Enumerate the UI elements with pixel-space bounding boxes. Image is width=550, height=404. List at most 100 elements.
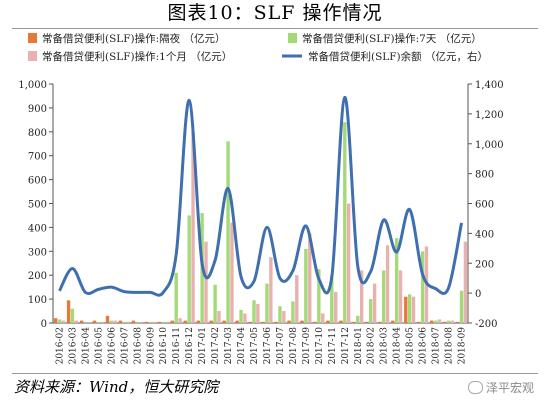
x-tick-label: 2016-09: [146, 327, 156, 365]
right-tick-label: 1,000: [475, 140, 504, 151]
x-tick-label: 2016-08: [133, 327, 143, 365]
x-tick-label: 2016-02: [55, 327, 65, 364]
x-tick-label: 2016-07: [120, 327, 130, 365]
bar-seven-day: [446, 320, 451, 323]
x-tick-label: 2018-09: [458, 327, 468, 365]
bar-seven-day: [420, 251, 425, 323]
bar-seven-day: [356, 315, 360, 323]
bar-one-month: [139, 321, 143, 323]
left-tick-label: 800: [28, 128, 47, 139]
x-tick-label: 2016-03: [68, 327, 78, 365]
bar-one-month: [152, 321, 156, 323]
bar-overnight: [248, 321, 252, 323]
x-tick-label: 2018-04: [393, 327, 403, 365]
left-tick-label: 1,000: [18, 80, 47, 91]
watermark: 泽平宏观: [467, 379, 534, 396]
legend-seven-day-swatch: [288, 33, 297, 43]
bar-seven-day: [407, 294, 412, 323]
x-tick-label: 2017-03: [224, 327, 234, 365]
bar-one-month: [463, 241, 468, 323]
bar-overnight: [404, 296, 408, 323]
bar-overnight: [339, 320, 343, 323]
x-tick-label: 2016-11: [172, 327, 182, 364]
bar-one-month: [217, 311, 221, 323]
x-tick-label: 2017-05: [250, 327, 260, 365]
bar-overnight: [326, 320, 330, 323]
figure-title: 图表10：SLF 操作情况: [167, 2, 383, 24]
x-tick-label: 2018-02: [367, 327, 377, 364]
left-tick-label: 100: [28, 295, 47, 306]
legend-one-month-label: 常备借贷便利(SLF)操作:1个月 （亿元）: [42, 50, 232, 63]
bar-one-month: [87, 321, 91, 323]
bar-one-month: [113, 320, 117, 323]
bar-overnight: [455, 321, 460, 323]
left-tick-label: 700: [28, 152, 47, 163]
x-tick-label: 2017-09: [302, 327, 312, 365]
bar-overnight: [417, 321, 421, 323]
balance-line: [58, 95, 463, 297]
bar-overnight: [274, 321, 278, 323]
x-tick-label: 2017-01: [198, 327, 208, 364]
bar-seven-day: [187, 215, 191, 323]
x-tick-label: 2017-06: [263, 327, 273, 365]
bar-one-month: [282, 311, 286, 323]
bar-seven-day: [239, 309, 243, 323]
bar-seven-day: [291, 301, 295, 323]
bar-overnight: [261, 321, 265, 323]
bar-one-month: [295, 275, 299, 323]
bar-one-month: [334, 291, 338, 323]
right-tick-label: -200: [475, 319, 497, 330]
bar-seven-day: [135, 321, 139, 323]
bar-seven-day: [317, 269, 321, 323]
bar-seven-day: [174, 272, 178, 323]
bar-overnight: [183, 320, 187, 323]
bar-seven-day: [343, 122, 347, 324]
left-tick-label: 900: [28, 104, 47, 115]
source-note: 资料来源：Wind，恒大研究院: [14, 378, 219, 396]
left-tick-label: 500: [28, 200, 47, 211]
right-tick-label: 1,200: [475, 110, 504, 121]
bar-one-month: [230, 222, 234, 323]
bar-overnight: [105, 315, 110, 323]
bar-seven-day: [330, 275, 334, 323]
bar-overnight: [222, 320, 226, 323]
x-tick-label: 2017-02: [211, 327, 221, 364]
x-tick-label: 2017-10: [315, 327, 325, 365]
x-tick-label: 2016-05: [94, 327, 104, 365]
right-tick-label: 800: [475, 170, 494, 181]
bar-seven-day: [459, 290, 464, 323]
bar-one-month: [61, 320, 66, 323]
bar-overnight: [157, 321, 162, 323]
bar-overnight: [378, 321, 382, 323]
x-tick-label: 2017-04: [237, 327, 247, 365]
bar-overnight: [92, 320, 97, 323]
bar-overnight: [131, 320, 136, 323]
bar-one-month: [398, 270, 403, 323]
legend-one-month-swatch: [28, 51, 37, 61]
bar-one-month: [100, 321, 104, 323]
bar-seven-day: [304, 248, 308, 323]
bar-seven-day: [252, 300, 256, 323]
legend-seven-day-label: 常备借贷便利(SLF)操作:7天 （亿元）: [302, 32, 482, 45]
bar-seven-day: [109, 320, 114, 323]
slf-chart: 常备借贷便利(SLF)操作:隔夜 （亿元） 常备借贷便利(SLF)操作:7天 （亿…: [18, 32, 504, 365]
x-tick-label: 2018-07: [432, 327, 442, 365]
bar-overnight: [235, 320, 239, 323]
x-tick-label: 2018-03: [380, 327, 390, 365]
wechat-icon: [467, 381, 483, 394]
right-tick-label: 400: [475, 229, 494, 240]
legend-balance-label: 常备借贷便利(SLF)余额 （亿元，右）: [308, 50, 488, 63]
bar-seven-day: [433, 320, 438, 323]
bar-overnight: [170, 320, 175, 323]
bar-seven-day: [382, 270, 386, 323]
x-tick-label: 2016-10: [159, 327, 169, 365]
left-tick-label: 600: [28, 176, 47, 187]
x-tick-label: 2017-08: [289, 327, 299, 365]
x-tick-label: 2018-01: [354, 327, 364, 364]
bar-seven-day: [70, 308, 75, 323]
bar-seven-day: [278, 306, 282, 323]
left-tick-label: 400: [28, 223, 47, 234]
x-tick-label: 2016-04: [81, 327, 91, 365]
right-tick-label: 0: [475, 289, 481, 300]
bar-one-month: [256, 303, 260, 323]
